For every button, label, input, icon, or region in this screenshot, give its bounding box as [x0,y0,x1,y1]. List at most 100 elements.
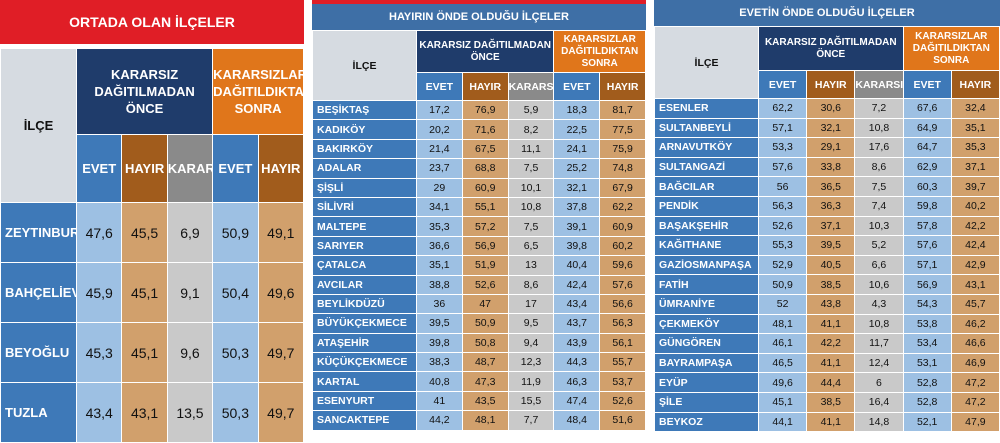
evet-after-header: EVET [553,72,601,101]
kararsiz-value: 9,1 [166,262,214,323]
district-name: BAKIRKÖY [312,138,417,160]
evet-after-value: 43,7 [553,313,601,334]
hayir-before-value: 51,9 [461,255,509,276]
hayir-after-value: 42,9 [950,254,1000,276]
evet-after-value: 50,3 [212,382,259,443]
no-leading-districts-panel: HAYIRIN ÖNDE OLDUĞU İLÇELER İLÇE KARARSI… [312,0,646,432]
table-row: SARIYER 36,6 56,9 6,5 39,8 60,2 [312,235,646,257]
evet-after-value: 62,9 [902,156,952,178]
evet-before-value: 50,9 [757,274,808,295]
hayir-after-value: 59,6 [599,255,646,276]
evet-before-value: 20,2 [416,119,463,140]
table-row: SANCAKTEPE 44,2 48,1 7,7 48,4 51,6 [312,410,646,431]
evet-before-value: 55,3 [757,235,808,256]
kararsiz-value: 7,5 [507,216,555,237]
kararsiz-header: KARARSIZ [854,70,904,99]
table-row: SİLİVRİ 34,1 55,1 10,8 37,8 62,2 [312,196,646,218]
kararsiz-value: 7,2 [854,98,904,119]
hayir-before-value: 76,9 [461,99,509,121]
hayir-after-value: 35,1 [950,117,1000,139]
table-row: SULTANGAZİ 57,6 33,8 8,6 62,9 37,1 [654,156,1000,178]
hayir-after-value: 55,7 [599,352,646,373]
district-name: AVCILAR [312,274,417,295]
evet-before-value: 52,6 [757,215,808,237]
evet-before-value: 39,8 [416,332,463,354]
district-name: SULTANBEYLİ [654,117,759,139]
district-name: ÇATALCA [312,255,417,276]
district-name: ADALAR [312,158,417,179]
hayir-after-value: 51,6 [599,410,646,431]
hayir-after-value: 57,6 [599,274,646,295]
district-name: BÜYÜKÇEKMECE [312,313,417,334]
kararsiz-value: 8,6 [507,274,555,295]
hayir-after-value: 75,9 [599,138,646,160]
evet-after-value: 54,3 [902,293,952,315]
hayir-after-value: 52,6 [599,390,646,412]
evet-before-value: 45,9 [75,262,123,323]
kararsiz-value: 17 [507,293,555,315]
table-row: BAHÇELİEVLER45,945,19,150,449,6 [0,262,305,323]
table-row: ÜMRANİYE 52 43,8 4,3 54,3 45,7 [654,293,1000,315]
evet-after-value: 52,8 [902,391,952,413]
district-name: BEŞİKTAŞ [312,99,417,121]
evet-header: EVET [75,134,123,203]
district-name: ŞİLE [654,391,759,413]
district-name: KAĞITHANE [654,235,759,256]
table-row: ESENYURT 41 43,5 15,5 47,4 52,6 [312,390,646,412]
evet-after-header: EVET [902,70,952,99]
hayir-before-value: 38,5 [806,274,856,295]
table-row: BEYOĞLU 45,3 45,1 9,6 50,3 49,7 [0,322,305,383]
table-row: GAZİOSMANPAŞA 52,9 40,5 6,6 57,1 42,9 [654,254,1000,276]
district-name: ESENLER [654,98,759,119]
kararsiz-value: 14,8 [854,411,904,433]
district-name: PENDİK [654,195,759,217]
hayir-after-value: 60,9 [599,216,646,237]
hayir-after-value: 40,2 [950,195,1000,217]
kararsiz-header: KARARSIZ [507,72,555,101]
evet-before-value: 21,4 [416,138,463,160]
table-row: GÜNGÖREN 46,1 42,2 11,7 53,4 46,6 [654,333,1000,354]
evet-before-value: 40,8 [416,371,463,392]
evet-after-value: 50,3 [212,322,259,383]
hayir-before-value: 38,5 [806,391,856,413]
table-row: ARNAVUTKÖY 53,3 29,1 17,6 64,7 35,3 [654,137,1000,158]
evet-before-value: 53,3 [757,137,808,158]
district-name: BEYLİKDÜZÜ [312,293,417,315]
kararsiz-value: 7,4 [854,195,904,217]
district-name: BAHÇELİEVLER [0,262,77,323]
hayir-header: HAYIR [806,70,856,99]
district-name: ÜMRANİYE [654,293,759,315]
evet-before-value: 56 [757,176,808,197]
district-name: SANCAKTEPE [312,410,417,431]
table-row: BAŞAKŞEHİR 52,6 37,1 10,3 57,8 42,2 [654,215,1000,237]
evet-after-value: 53,4 [902,333,952,354]
district-name: KADIKÖY [312,119,417,140]
hayir-after-value: 39,7 [950,176,1000,197]
district-name: GAZİOSMANPAŞA [654,254,759,276]
table-row: PENDİK 56,3 36,3 7,4 59,8 40,2 [654,195,1000,217]
hayir-before-value: 68,8 [461,158,509,179]
evet-after-value: 40,4 [553,255,601,276]
hayir-after-value: 32,4 [950,98,1000,119]
hayir-before-value: 47 [461,293,509,315]
evet-after-value: 43,4 [553,293,601,315]
evet-before-value: 49,6 [757,372,808,393]
kararsiz-value: 5,9 [507,99,555,121]
evet-after-value: 60,3 [902,176,952,197]
evet-after-value: 44,3 [553,352,601,373]
district-name: ESENYURT [312,390,417,412]
kararsiz-value: 17,6 [854,137,904,158]
district-name: EYÜP [654,372,759,393]
evet-after-value: 57,6 [902,235,952,256]
evet-after-value: 53,8 [902,313,952,335]
kararsiz-value: 4,3 [854,293,904,315]
table-row: BAYRAMPAŞA 46,5 41,1 12,4 53,1 46,9 [654,352,1000,374]
hayir-after-value: 49,1 [257,202,305,263]
evet-before-value: 34,1 [416,196,463,218]
hayir-after-value: 35,3 [950,137,1000,158]
evet-before-value: 52,9 [757,254,808,276]
kararsiz-value: 13 [507,255,555,276]
kararsiz-value: 12,3 [507,352,555,373]
kararsiz-value: 5,2 [854,235,904,256]
hayir-after-value: 42,2 [950,215,1000,237]
